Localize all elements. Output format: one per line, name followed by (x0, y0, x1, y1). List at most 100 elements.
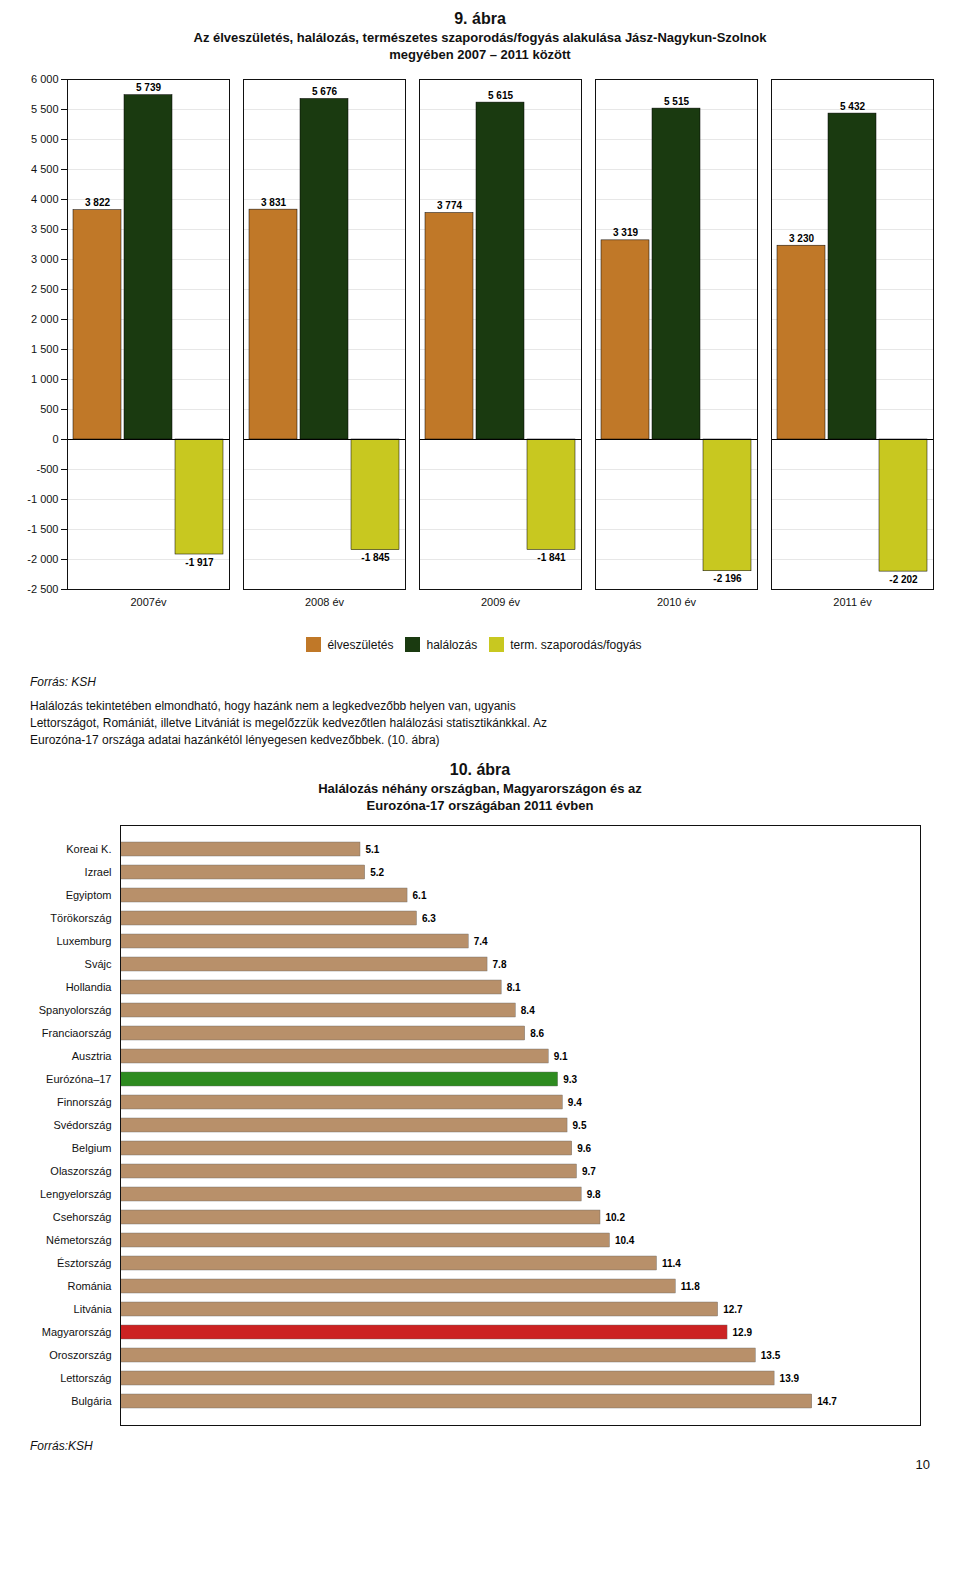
svg-text:Svédország: Svédország (53, 1119, 111, 1131)
svg-text:10.4: 10.4 (615, 1235, 635, 1246)
html-text:élveszületés: élveszületés (327, 637, 394, 652)
svg-text:9.1: 9.1 (554, 1051, 568, 1062)
svg-text:Finnország: Finnország (57, 1096, 111, 1108)
svg-text:-2 500: -2 500 (27, 583, 58, 595)
html-text:halálozás: halálozás (426, 637, 478, 652)
svg-text:Ausztria: Ausztria (72, 1050, 113, 1062)
svg-text:-1 841: -1 841 (537, 552, 566, 563)
svg-text:-1 500: -1 500 (27, 523, 58, 535)
svg-text:Törökország: Törökország (50, 912, 111, 924)
html-text:Az élveszületés, halálozás, te: Az élveszületés, halálozás, természetes … (193, 30, 767, 45)
svg-text:2009 év: 2009 év (481, 596, 521, 608)
svg-text:9.4: 9.4 (568, 1097, 582, 1108)
svg-text:Koreai K.: Koreai K. (66, 843, 111, 855)
svg-text:4 000: 4 000 (31, 193, 59, 205)
svg-text:Egyiptom: Egyiptom (66, 889, 112, 901)
svg-text:5 615: 5 615 (488, 90, 513, 101)
svg-text:2 000: 2 000 (31, 313, 59, 325)
svg-text:Németország: Németország (46, 1234, 111, 1246)
svg-text:12.7: 12.7 (723, 1304, 743, 1315)
svg-text:9.8: 9.8 (587, 1189, 601, 1200)
html-text:Eurozóna-17 országában 2011 év: Eurozóna-17 országában 2011 évben (366, 798, 594, 813)
svg-text:11.4: 11.4 (662, 1258, 681, 1269)
svg-text:5.1: 5.1 (366, 844, 380, 855)
svg-text:2008 év: 2008 év (305, 596, 345, 608)
svg-text:2011 év: 2011 év (833, 596, 872, 608)
svg-text:8.6: 8.6 (530, 1028, 544, 1039)
svg-text:13.9: 13.9 (780, 1373, 800, 1384)
svg-text:Hollandia: Hollandia (66, 981, 113, 993)
svg-text:Luxemburg: Luxemburg (56, 935, 111, 947)
html-text:term. szaporodás/fogyás: term. szaporodás/fogyás (510, 637, 642, 652)
svg-text:1 000: 1 000 (31, 373, 59, 385)
svg-text:500: 500 (40, 403, 58, 415)
svg-text:-1 917: -1 917 (185, 557, 214, 568)
svg-text:14.7: 14.7 (817, 1396, 837, 1407)
svg-text:9.5: 9.5 (573, 1120, 587, 1131)
svg-text:5.2: 5.2 (370, 867, 384, 878)
svg-text:-1 000: -1 000 (27, 493, 58, 505)
svg-text:3 831: 3 831 (261, 197, 286, 208)
svg-text:Olaszország: Olaszország (50, 1165, 111, 1177)
svg-text:-1 845: -1 845 (361, 552, 390, 563)
svg-text:Franciaország: Franciaország (42, 1027, 112, 1039)
svg-text:Csehország: Csehország (53, 1211, 112, 1223)
svg-text:3 822: 3 822 (85, 197, 110, 208)
svg-text:7.8: 7.8 (493, 959, 507, 970)
svg-text:Lettország: Lettország (60, 1372, 111, 1384)
svg-text:8.4: 8.4 (521, 1005, 535, 1016)
svg-text:5 739: 5 739 (136, 82, 161, 93)
svg-text:4 500: 4 500 (31, 163, 59, 175)
svg-text:Oroszország: Oroszország (49, 1349, 111, 1361)
html-text:Halálozás tekintetében elmondh: Halálozás tekintetében elmondható, hogy … (30, 699, 516, 713)
svg-text:6.3: 6.3 (422, 913, 436, 924)
svg-text:Észtország: Észtország (57, 1257, 111, 1269)
svg-text:3 319: 3 319 (613, 227, 638, 238)
svg-text:Svájc: Svájc (85, 958, 112, 970)
svg-text:9.3: 9.3 (563, 1074, 577, 1085)
svg-text:10.2: 10.2 (606, 1212, 626, 1223)
svg-text:-2 196: -2 196 (713, 573, 742, 584)
svg-text:Spanyolország: Spanyolország (39, 1004, 112, 1016)
svg-text:Magyarország: Magyarország (42, 1326, 112, 1338)
svg-text:3 000: 3 000 (31, 253, 59, 265)
svg-text:Bulgária: Bulgária (71, 1395, 112, 1407)
svg-text:5 515: 5 515 (664, 96, 689, 107)
html-text:9. ábra: 9. ábra (454, 10, 506, 27)
svg-text:-2 202: -2 202 (889, 574, 918, 585)
html-text:Halálozás néhány országban, Ma: Halálozás néhány országban, Magyarország… (318, 781, 642, 796)
svg-text:-2 000: -2 000 (27, 553, 58, 565)
html-text:Forrás: KSH: Forrás: KSH (30, 675, 96, 689)
svg-text:9.7: 9.7 (582, 1166, 596, 1177)
svg-text:8.1: 8.1 (507, 982, 521, 993)
svg-text:3 500: 3 500 (31, 223, 59, 235)
html-text:megyében 2007 – 2011 között: megyében 2007 – 2011 között (389, 47, 571, 62)
svg-text:3 774: 3 774 (437, 200, 462, 211)
svg-text:Eurózóna–17: Eurózóna–17 (46, 1073, 111, 1085)
svg-text:13.5: 13.5 (761, 1350, 781, 1361)
svg-text:9.6: 9.6 (577, 1143, 591, 1154)
svg-text:Románia: Románia (67, 1280, 112, 1292)
svg-text:6 000: 6 000 (31, 73, 59, 85)
svg-text:Belgium: Belgium (72, 1142, 112, 1154)
svg-text:11.8: 11.8 (681, 1281, 700, 1292)
svg-text:5 676: 5 676 (312, 86, 337, 97)
svg-text:2007év: 2007év (130, 596, 167, 608)
svg-text:0: 0 (52, 433, 58, 445)
svg-text:-500: -500 (36, 463, 58, 475)
svg-text:5 500: 5 500 (31, 103, 59, 115)
svg-text:5 000: 5 000 (31, 133, 59, 145)
svg-text:2 500: 2 500 (31, 283, 59, 295)
html-text:10: 10 (915, 1457, 930, 1472)
svg-text:Lengyelország: Lengyelország (40, 1188, 112, 1200)
svg-text:5 432: 5 432 (840, 101, 865, 112)
svg-text:2010 év: 2010 év (657, 596, 697, 608)
svg-text:1 500: 1 500 (31, 343, 59, 355)
svg-text:3 230: 3 230 (789, 233, 814, 244)
svg-text:Litvánia: Litvánia (74, 1303, 113, 1315)
svg-text:7.4: 7.4 (474, 936, 488, 947)
svg-text:12.9: 12.9 (733, 1327, 753, 1338)
svg-text:6.1: 6.1 (413, 890, 427, 901)
html-text:10. ábra: 10. ábra (449, 761, 511, 778)
svg-text:Izrael: Izrael (85, 866, 112, 878)
